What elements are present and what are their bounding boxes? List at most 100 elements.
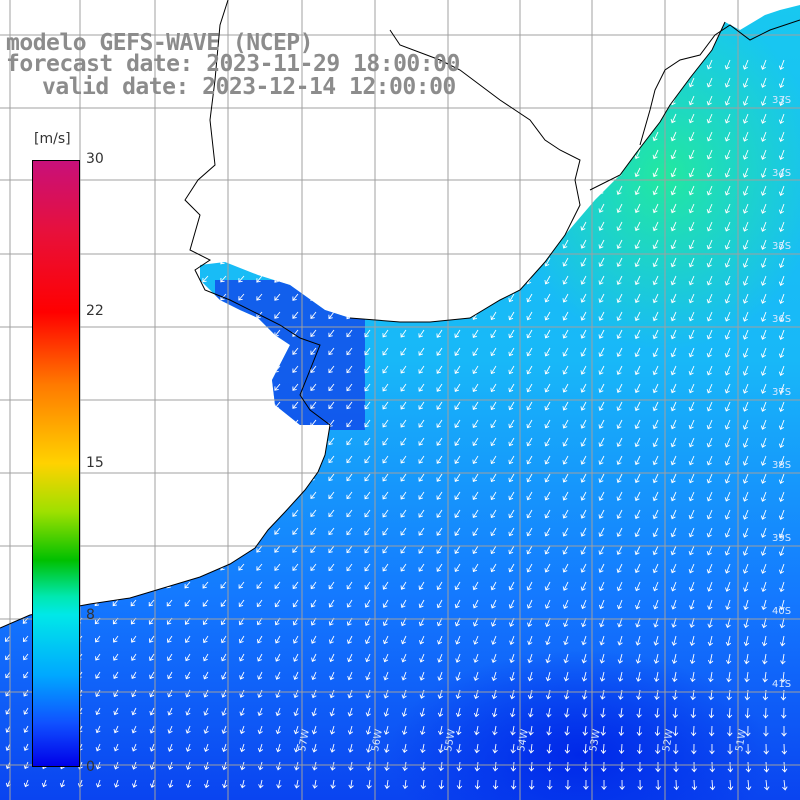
wind-arrow (616, 131, 623, 141)
wind-arrow (185, 761, 192, 771)
wind-arrow (166, 257, 173, 265)
coastline-lagoon (639, 19, 800, 146)
wind-arrow (436, 365, 443, 374)
wind-arrow (202, 527, 209, 535)
wind-arrow (364, 293, 371, 302)
wind-arrow (724, 455, 731, 466)
wind-arrow (256, 581, 263, 589)
wind-arrow (184, 239, 191, 247)
wind-arrow (544, 203, 551, 213)
wind-arrow (364, 167, 371, 176)
wind-arrow (544, 491, 551, 501)
wind-arrow (274, 563, 281, 571)
wind-arrow (184, 365, 191, 373)
wind-arrow (130, 131, 137, 138)
wind-arrow (745, 779, 752, 791)
wind-arrow (706, 257, 713, 268)
wind-arrow (688, 167, 695, 178)
wind-arrow (365, 689, 371, 699)
wind-arrow (691, 761, 697, 773)
wind-arrow (580, 419, 587, 429)
wind-arrow (257, 671, 263, 680)
wind-arrow (384, 779, 390, 790)
title-valid-date: valid date: 2023-12-14 12:00:00 (42, 74, 456, 100)
wind-arrow (760, 95, 767, 106)
wind-arrow (274, 383, 281, 391)
wind-arrow (544, 149, 551, 159)
wind-arrow (670, 347, 677, 358)
wind-arrow (598, 275, 605, 285)
wind-arrow (112, 365, 119, 372)
wind-arrow (148, 347, 155, 354)
wind-arrow (418, 131, 425, 140)
wind-arrow (238, 239, 245, 247)
wind-arrow (382, 599, 389, 608)
wind-arrow (742, 131, 749, 142)
wind-arrow (598, 149, 605, 159)
wind-arrow (328, 131, 335, 140)
wind-arrow (528, 725, 534, 736)
wind-arrow (526, 365, 533, 375)
wind-arrow (580, 329, 587, 339)
wind-arrow (671, 599, 677, 610)
wind-arrow (634, 239, 641, 250)
wind-arrow (742, 239, 749, 250)
wind-arrow (148, 581, 155, 589)
wind-arrow (112, 635, 119, 643)
wind-arrow (707, 599, 713, 610)
wind-arrow (220, 149, 227, 157)
wind-arrow (166, 311, 173, 319)
wind-arrow (328, 599, 335, 608)
wind-arrow (400, 473, 407, 482)
wind-arrow (310, 581, 317, 590)
wind-arrow (4, 329, 11, 336)
wind-arrow (544, 167, 551, 177)
wind-arrow (112, 599, 119, 607)
wind-arrow (472, 239, 479, 249)
wind-arrow (328, 545, 335, 554)
wind-arrow (310, 455, 317, 464)
wind-arrow (184, 131, 191, 139)
wind-arrow (364, 581, 371, 590)
wind-arrow (526, 473, 533, 483)
wind-arrow (634, 329, 641, 340)
wind-arrow (276, 761, 282, 771)
wind-arrow (472, 401, 479, 411)
wind-arrow (130, 599, 137, 607)
wind-arrow (582, 725, 588, 736)
wind-arrow (634, 77, 641, 88)
wind-arrow (400, 239, 407, 248)
wind-arrow (616, 527, 623, 537)
wind-arrow (400, 581, 407, 590)
wind-arrow (490, 239, 497, 249)
wind-arrow (760, 257, 767, 268)
wind-arrow (742, 185, 749, 196)
wind-arrow (725, 581, 731, 592)
wind-arrow (329, 671, 335, 681)
wind-arrow (400, 203, 407, 212)
wind-arrow (130, 239, 137, 246)
wind-arrow (510, 761, 517, 772)
wind-arrow (652, 221, 659, 232)
wind-arrow (654, 707, 660, 719)
wind-arrow (454, 131, 461, 140)
wind-arrow (274, 131, 281, 139)
wind-arrow (599, 671, 606, 682)
wind-arrow (346, 293, 353, 302)
wind-arrow (490, 95, 497, 105)
wind-arrow (184, 509, 191, 517)
wind-arrow (526, 239, 533, 249)
wind-arrow (202, 401, 209, 409)
wind-arrow (149, 671, 155, 680)
wind-arrow (130, 401, 137, 408)
wind-arrow (706, 185, 713, 196)
wind-arrow (688, 239, 695, 250)
wind-arrow (202, 563, 209, 571)
wind-arrow (328, 329, 335, 338)
wind-arrow (778, 311, 785, 322)
wind-arrow (94, 257, 101, 264)
wind-arrow (148, 113, 155, 120)
wind-arrow (581, 635, 587, 646)
wind-arrow (726, 707, 733, 719)
wind-arrow (130, 113, 137, 120)
